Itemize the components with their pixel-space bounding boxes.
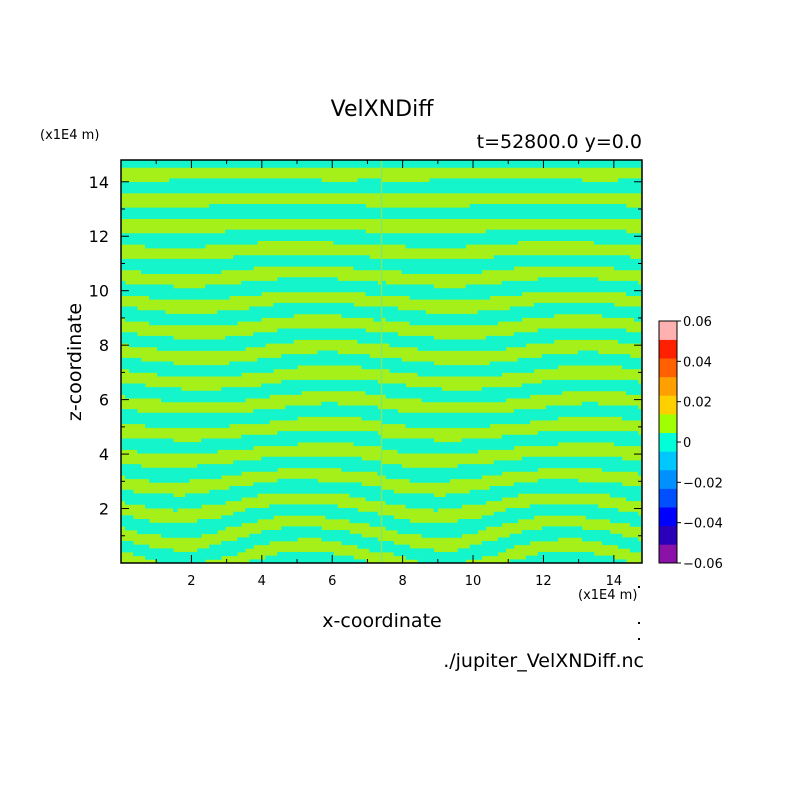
heatmap-field	[121, 160, 642, 563]
y-tick-label: 14	[89, 173, 109, 192]
colorbar: 0.06 0.04 0.02 0 −0.02 −0.04 −0.06	[658, 315, 723, 572]
time-label: t=52800.0 y=0.0	[476, 131, 642, 153]
colorbar-segment	[659, 451, 677, 471]
y-unit-label: (x1E4 m)	[40, 128, 100, 143]
colorbar-segment	[659, 339, 677, 359]
colorbar-tick-label: −0.02	[683, 476, 723, 491]
x-axis: 2 4 6 8 10 12 14	[155, 160, 623, 589]
y-tick-label: 10	[89, 282, 109, 301]
colorbar-tick-label: 0.06	[683, 315, 712, 330]
x-tick-label: 14	[606, 574, 623, 589]
colorbar-segment	[659, 432, 677, 452]
colorbar-tick-label: 0.02	[683, 396, 712, 411]
y-axis: 2 4 6 8 10 12 14	[89, 173, 642, 537]
x-tick-label: 4	[258, 574, 266, 589]
x-unit-label: (x1E4 m)	[578, 588, 638, 603]
source-filename: ./jupiter_VelXNDiff.nc	[443, 650, 644, 672]
colorbar-segment	[659, 321, 677, 340]
y-tick-label: 8	[99, 336, 109, 355]
x-tick-label: 12	[535, 574, 552, 589]
colorbar-segment	[659, 488, 677, 508]
colorbar-segment	[659, 395, 677, 415]
corner-marks	[638, 586, 640, 640]
y-tick-label: 2	[99, 500, 109, 519]
colorbar-tick-label: −0.06	[683, 557, 723, 572]
colorbar-tick-label: 0	[683, 436, 691, 451]
colorbar-segment	[659, 376, 677, 396]
colorbar-segment	[659, 414, 677, 433]
colorbar-segment	[659, 544, 677, 564]
colorbar-tick-label: 0.04	[683, 355, 712, 370]
y-tick-label: 6	[99, 391, 109, 410]
chart-title: VelXNDiff	[330, 97, 434, 122]
colorbar-segment	[659, 507, 677, 527]
y-tick-label: 12	[89, 227, 109, 246]
plot-frame	[120, 159, 643, 564]
y-tick-label: 4	[99, 445, 109, 464]
x-tick-label: 8	[398, 574, 406, 589]
x-tick-label: 2	[187, 574, 195, 589]
colorbar-tick-label: −0.04	[683, 517, 723, 532]
colorbar-segment	[659, 469, 677, 489]
colorbar-segment	[659, 358, 677, 378]
x-axis-label: x-coordinate	[322, 610, 442, 632]
x-tick-label: 6	[328, 574, 336, 589]
x-tick-label: 10	[465, 574, 482, 589]
colorbar-segment	[659, 525, 677, 545]
